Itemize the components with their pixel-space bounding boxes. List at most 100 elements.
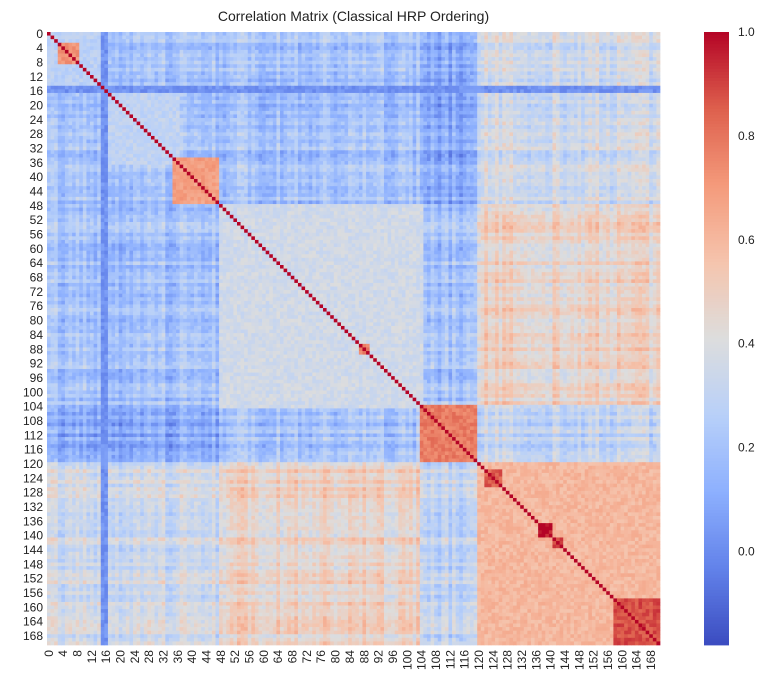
heatmap-cell (542, 114, 546, 118)
heatmap-cell (215, 100, 219, 104)
heatmap-cell (259, 86, 263, 90)
heatmap-cell (294, 89, 298, 93)
heatmap-cell (348, 75, 352, 79)
heatmap-cell (58, 71, 62, 75)
heatmap-cell (237, 79, 241, 83)
heatmap-cell (323, 122, 327, 126)
heatmap-cell (362, 107, 366, 111)
heatmap-cell (122, 129, 126, 133)
heatmap-cell (101, 64, 105, 68)
heatmap-cell (427, 93, 431, 97)
heatmap-cell (495, 79, 499, 83)
heatmap-cell (319, 64, 323, 68)
heatmap-cell (169, 68, 173, 72)
heatmap-cell (423, 86, 427, 90)
heatmap-cell (413, 36, 417, 40)
heatmap-cell (312, 104, 316, 108)
heatmap-cell (391, 122, 395, 126)
heatmap-cell (305, 64, 309, 68)
heatmap-cell (219, 125, 223, 129)
heatmap-cell (215, 32, 219, 36)
heatmap-cell (316, 71, 320, 75)
heatmap-cell (578, 89, 582, 93)
heatmap-cell (380, 107, 384, 111)
heatmap-cell (413, 100, 417, 104)
heatmap-cell (101, 75, 105, 79)
heatmap-cell (101, 97, 105, 101)
heatmap-cell (434, 89, 438, 93)
heatmap-cell (151, 50, 155, 54)
heatmap-cell (97, 57, 101, 61)
heatmap-cell (345, 68, 349, 72)
heatmap-cell (388, 89, 392, 93)
heatmap-cell (506, 100, 510, 104)
heatmap-cell (452, 39, 456, 43)
heatmap-cell (373, 75, 377, 79)
heatmap-cell (194, 71, 198, 75)
heatmap-cell (466, 122, 470, 126)
heatmap-cell (362, 79, 366, 83)
heatmap-cell (237, 122, 241, 126)
heatmap-cell (337, 86, 341, 90)
heatmap-cell (578, 61, 582, 65)
heatmap-cell (284, 129, 288, 133)
heatmap-cell (94, 89, 98, 93)
heatmap-cell (588, 111, 592, 115)
heatmap-cell (126, 97, 130, 101)
heatmap-cell (570, 50, 574, 54)
heatmap-cell (352, 32, 356, 36)
heatmap-cell (434, 64, 438, 68)
heatmap-cell (151, 114, 155, 118)
heatmap-cell (474, 104, 478, 108)
heatmap-cell (352, 107, 356, 111)
heatmap-cell (51, 129, 55, 133)
heatmap-cell (646, 111, 650, 115)
heatmap-cell (402, 68, 406, 72)
heatmap-cell (578, 36, 582, 40)
heatmap-cell (560, 71, 564, 75)
heatmap-cell (423, 68, 427, 72)
heatmap-cell (319, 107, 323, 111)
heatmap-cell (230, 132, 234, 136)
heatmap-cell (309, 46, 313, 50)
heatmap-cell (327, 100, 331, 104)
heatmap-cell (94, 36, 98, 40)
heatmap-cell (538, 32, 542, 36)
heatmap-cell (327, 57, 331, 61)
heatmap-cell (642, 86, 646, 90)
heatmap-cell (474, 64, 478, 68)
heatmap-cell (323, 32, 327, 36)
heatmap-cell (470, 122, 474, 126)
heatmap-cell (556, 32, 560, 36)
heatmap-cell (524, 118, 528, 122)
heatmap-cell (556, 57, 560, 61)
heatmap-cell (226, 118, 230, 122)
heatmap-cell (556, 86, 560, 90)
heatmap-cell (628, 122, 632, 126)
heatmap-cell (380, 68, 384, 72)
heatmap-cell (578, 43, 582, 47)
heatmap-cell (302, 125, 306, 129)
heatmap-cell (101, 100, 105, 104)
heatmap-cell (115, 86, 119, 90)
heatmap-cell (86, 100, 90, 104)
heatmap-cell (549, 54, 553, 58)
heatmap-cell (165, 79, 169, 83)
heatmap-cell (266, 43, 270, 47)
heatmap-cell (341, 39, 345, 43)
heatmap-cell (140, 75, 144, 79)
heatmap-cell (172, 68, 176, 72)
heatmap-cell (377, 68, 381, 72)
heatmap-cell (212, 57, 216, 61)
heatmap-cell (262, 104, 266, 108)
heatmap-cell (549, 111, 553, 115)
heatmap-cell (423, 89, 427, 93)
heatmap-cell (176, 79, 180, 83)
heatmap-cell (83, 111, 87, 115)
heatmap-cell (69, 107, 73, 111)
heatmap-cell (309, 57, 313, 61)
heatmap-cell (323, 57, 327, 61)
heatmap-cell (115, 36, 119, 40)
heatmap-cell (567, 125, 571, 129)
heatmap-cell (427, 107, 431, 111)
